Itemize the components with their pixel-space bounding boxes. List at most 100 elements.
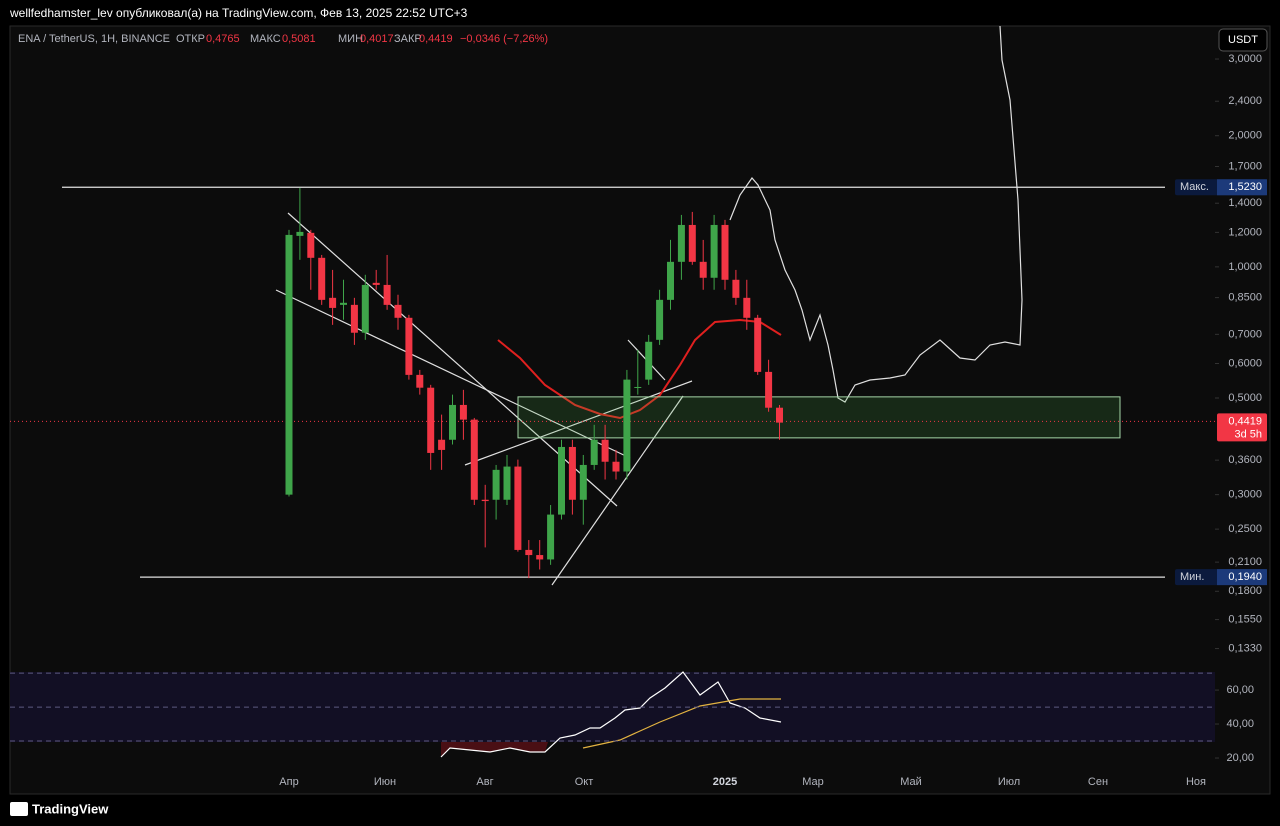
candle-body <box>699 261 707 278</box>
trend-line <box>275 289 631 459</box>
legend-high: 0,5081 <box>282 33 316 45</box>
countdown-label: 3d 5h <box>1234 428 1262 440</box>
candle-body <box>765 371 773 408</box>
y-tick-label: 1,0000 <box>1228 261 1262 273</box>
header-title: wellfedhamster_lev опубликовал(а) на Tra… <box>9 6 468 20</box>
candle-body <box>590 439 598 465</box>
candle-body <box>776 407 783 423</box>
legend-close: 0,4419 <box>419 33 453 45</box>
level-value: 1,5230 <box>1228 181 1262 193</box>
candle-body <box>568 446 576 500</box>
candle-body <box>492 469 500 500</box>
currency-label[interactable]: USDT <box>1228 34 1258 46</box>
level-value: 0,1940 <box>1228 571 1262 583</box>
x-tick-label: 2025 <box>713 776 737 788</box>
rsi-line <box>440 671 782 758</box>
x-tick-label: Июл <box>998 776 1020 788</box>
moving-average <box>497 318 782 420</box>
candle-body <box>394 304 402 318</box>
candle-body <box>372 282 380 285</box>
trend-line <box>551 395 684 586</box>
candle-body <box>438 439 446 450</box>
candle-body <box>329 297 337 308</box>
currency-button[interactable] <box>1218 28 1268 52</box>
candle-body <box>285 234 293 495</box>
legend-open: 0,4765 <box>206 33 240 45</box>
candle-body <box>514 466 522 550</box>
candle-body <box>416 374 424 388</box>
candle-body <box>350 304 358 333</box>
x-tick-label: Мар <box>802 776 824 788</box>
y-tick-label: 0,1550 <box>1228 613 1262 625</box>
candle-body <box>536 555 544 560</box>
candle-body <box>525 549 533 556</box>
candle-body <box>307 232 315 258</box>
candle-body <box>710 224 718 278</box>
candle-body <box>743 297 751 318</box>
candle-body <box>732 279 740 298</box>
y-tick-label: 0,6000 <box>1228 357 1262 369</box>
candle-body <box>383 284 391 305</box>
level-value-bg <box>1217 569 1267 586</box>
candle-body <box>667 261 674 300</box>
y-tick-label: 0,3000 <box>1228 489 1262 501</box>
candle-body <box>459 404 467 420</box>
candle-body <box>623 379 631 472</box>
rsi-tick-label: 40,00 <box>1226 718 1254 730</box>
candle-body <box>481 499 489 502</box>
candle-body <box>558 446 565 515</box>
level-value-bg <box>1217 179 1267 196</box>
legend-high-label: МАКС <box>250 33 281 45</box>
rsi-tick-label: 20,00 <box>1226 752 1254 764</box>
candle-body <box>579 464 587 500</box>
y-tick-label: 1,4000 <box>1228 197 1262 209</box>
candle-body <box>340 302 347 305</box>
legend-low: 0,4017 <box>360 33 394 45</box>
y-tick-label: 3,0000 <box>1228 53 1262 65</box>
rsi-tick-label: 60,00 <box>1226 684 1254 696</box>
x-tick-label: Июн <box>374 776 396 788</box>
brand-logo <box>10 802 28 816</box>
last-price-badge <box>1217 413 1267 442</box>
candle-body <box>721 224 729 280</box>
candle-body <box>449 404 456 440</box>
candle-body <box>688 224 696 262</box>
candle-body <box>470 419 478 500</box>
candle-body <box>361 284 369 333</box>
x-tick-label: Авг <box>476 776 493 788</box>
candle-body <box>612 461 620 472</box>
y-tick-label: 0,5000 <box>1228 392 1262 404</box>
legend-symbol: ENA / TetherUS, 1H, BINANCE <box>18 33 170 45</box>
y-tick-label: 1,7000 <box>1228 160 1262 172</box>
y-tick-label: 1,2000 <box>1228 226 1262 238</box>
zone <box>517 396 1121 439</box>
y-tick-label: 0,7000 <box>1228 328 1262 340</box>
candle-body <box>503 466 511 500</box>
x-tick-label: Окт <box>575 776 594 788</box>
legend-change: −0,0346 (−7,26%) <box>460 33 548 45</box>
y-tick-label: 0,2500 <box>1228 523 1262 535</box>
brand-name: TradingView <box>32 801 109 816</box>
candle-body <box>427 387 435 453</box>
candle-body <box>318 257 326 300</box>
x-tick-label: Сен <box>1088 776 1108 788</box>
legend: ENA / TetherUS, 1H, BINANCE ОТКР 0,4765 … <box>18 33 548 45</box>
y-tick-label: 0,3600 <box>1228 454 1262 466</box>
y-tick-label: 0,2100 <box>1228 556 1262 568</box>
footer: TradingView <box>10 801 109 816</box>
candle-body <box>677 224 685 262</box>
candle-body <box>547 514 555 560</box>
legend-low-label: МИН <box>338 33 363 45</box>
candle-body <box>634 386 642 388</box>
y-tick-label: 2,0000 <box>1228 130 1262 142</box>
y-tick-label: 2,4000 <box>1228 95 1262 107</box>
candle-body <box>645 341 653 380</box>
forecast-path <box>729 25 1023 403</box>
candle-body <box>405 317 413 375</box>
y-tick-label: 0,1330 <box>1228 642 1262 654</box>
y-tick-label: 0,1800 <box>1228 585 1262 597</box>
y-tick-label: 0,8500 <box>1228 292 1262 304</box>
last-price-label: 0,4419 <box>1228 415 1262 427</box>
x-tick-label: Апр <box>279 776 298 788</box>
